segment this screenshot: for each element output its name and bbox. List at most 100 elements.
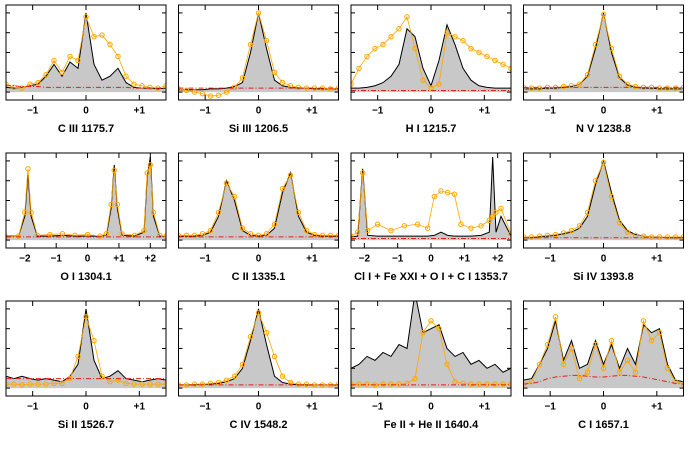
marker	[458, 221, 464, 227]
line	[6, 85, 166, 89]
marker	[147, 162, 154, 168]
x-tick-label: −1	[199, 106, 211, 117]
marker	[43, 381, 49, 387]
x-tick-label: −1	[27, 106, 39, 117]
marker	[141, 227, 147, 234]
marker	[223, 89, 230, 95]
marker	[295, 209, 302, 216]
marker	[295, 84, 302, 91]
marker	[115, 377, 121, 383]
area	[523, 160, 684, 241]
marker	[444, 189, 451, 196]
marker	[99, 32, 105, 38]
marker	[528, 379, 535, 385]
marker	[656, 234, 663, 240]
marker	[191, 89, 198, 95]
x-tick-label: +2	[145, 254, 157, 265]
marker	[523, 234, 527, 240]
marker	[438, 188, 444, 194]
marker	[99, 373, 105, 379]
marker	[144, 170, 150, 176]
marker	[528, 234, 535, 240]
panel-title: Fe II + He II 1640.4	[384, 419, 479, 431]
marker	[103, 231, 110, 237]
line	[351, 301, 511, 373]
line	[351, 172, 511, 237]
marker	[247, 231, 254, 237]
marker	[380, 381, 386, 387]
x-tick-label: 0	[428, 106, 434, 117]
marker	[552, 231, 559, 238]
x-tick-label: −1	[199, 402, 211, 413]
line	[523, 374, 684, 385]
marker	[380, 41, 386, 48]
marker	[584, 369, 591, 375]
marker	[75, 57, 81, 64]
marker	[163, 83, 166, 89]
x-tick-label: +1	[459, 254, 471, 265]
marker	[560, 361, 567, 368]
marker	[592, 341, 599, 348]
marker	[263, 37, 270, 44]
panel: −1 0 +1 Si II 1526.7	[5, 300, 167, 431]
marker	[493, 209, 499, 216]
x-tick-label: −2	[359, 254, 371, 265]
marker	[616, 73, 623, 79]
plot-area	[178, 10, 339, 99]
marker	[672, 379, 679, 385]
marker	[147, 381, 153, 387]
x-tick-label: 0	[83, 106, 89, 117]
marker	[486, 217, 493, 223]
x-tick-label: +1	[651, 402, 663, 413]
marker	[364, 381, 370, 387]
x-tick-label: 0	[428, 254, 434, 265]
marker	[163, 381, 166, 387]
panel: −1 0 +1 C III 1175.7	[5, 4, 167, 135]
marker	[364, 53, 370, 60]
panel: −2 −1 0 +1 +2 Cl I + Fe XXI + O I + C I 1353.…	[350, 152, 512, 283]
marker	[592, 178, 599, 184]
marker	[616, 219, 623, 226]
marker	[247, 333, 254, 340]
marker	[51, 380, 57, 387]
marker	[452, 33, 458, 40]
marker	[43, 71, 49, 78]
marker	[576, 81, 583, 87]
x-tick-label: −1	[199, 254, 211, 265]
marker	[396, 26, 402, 32]
marker	[319, 232, 326, 239]
marker	[401, 223, 408, 229]
marker	[150, 209, 157, 216]
line	[351, 15, 511, 89]
marker	[15, 233, 22, 239]
marker	[468, 45, 474, 52]
area	[178, 308, 339, 389]
x-tick-label: +1	[134, 402, 146, 413]
marker	[207, 380, 214, 387]
marker	[672, 85, 679, 91]
marker	[444, 361, 450, 368]
panel: −2 −1 0 +1 +2 O I 1304.1	[5, 152, 167, 283]
x-tick-label: 0	[256, 254, 262, 265]
marker	[19, 382, 25, 388]
marker	[476, 381, 482, 387]
marker	[452, 379, 458, 385]
marker	[147, 84, 153, 91]
marker	[239, 75, 246, 81]
marker	[568, 345, 575, 352]
marker	[568, 83, 575, 89]
marker	[632, 83, 639, 90]
marker	[356, 65, 362, 72]
marker	[91, 337, 97, 344]
marker	[624, 229, 631, 235]
marker	[155, 381, 161, 387]
marker	[119, 231, 125, 237]
x-tick-label: −1	[392, 254, 404, 265]
marker	[271, 221, 278, 227]
marker	[11, 381, 17, 387]
marker	[223, 377, 230, 383]
marker	[640, 318, 647, 324]
marker	[359, 170, 366, 176]
x-tick-label: +1	[113, 254, 125, 265]
